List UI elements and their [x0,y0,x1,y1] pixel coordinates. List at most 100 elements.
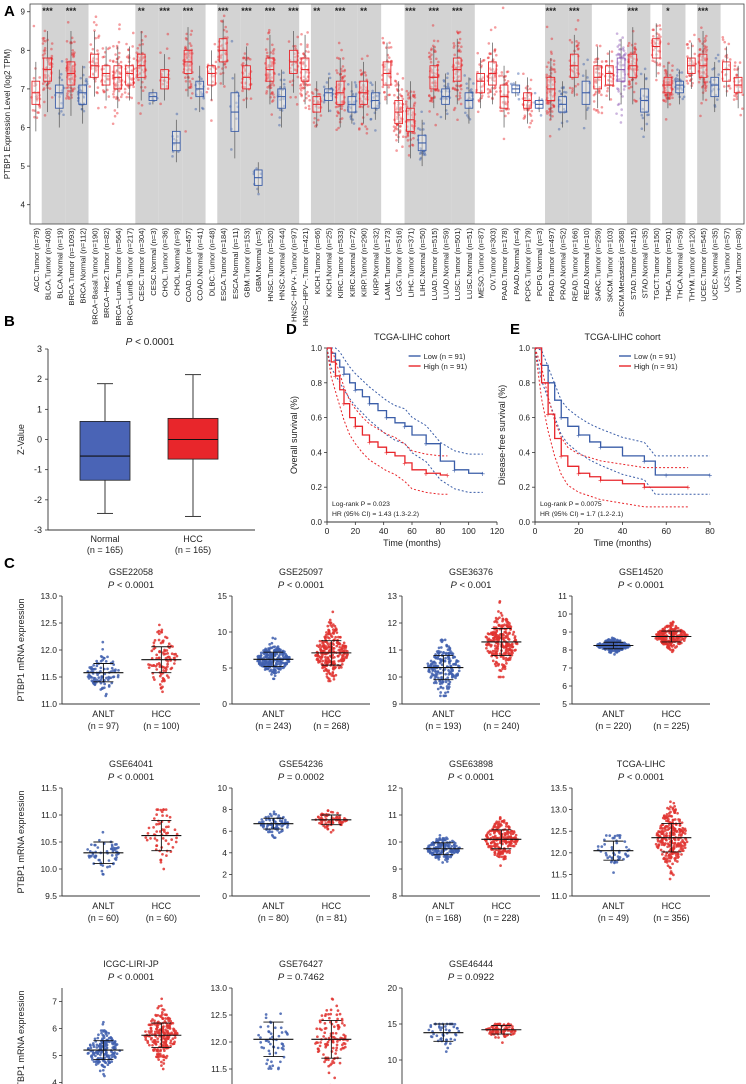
data-point [438,682,442,686]
data-point [270,670,274,674]
data-point [184,80,188,83]
data-point [272,47,276,51]
data-point [444,651,448,655]
data-point [353,81,357,84]
plot-title: GSE25097 [279,567,323,577]
data-point [549,50,553,54]
data-point [346,83,350,86]
data-point [340,666,343,669]
data-point [82,96,86,99]
y-tick-label: -3 [34,525,42,535]
data-point [549,118,552,121]
data-point [48,81,51,85]
data-point [155,813,159,816]
significance-band [287,4,300,224]
data-point [671,64,674,67]
data-point [477,98,481,102]
data-point [640,127,644,131]
data-point [552,59,556,63]
data-point [66,89,70,93]
data-point [264,48,268,51]
data-point [438,657,442,661]
data-point [582,62,586,66]
data-point [273,645,277,649]
data-point [343,68,347,72]
data-point [267,815,270,819]
data-point [141,80,144,84]
x-tick-label: HCC [662,709,682,719]
data-point [434,123,437,127]
data-point [48,63,51,66]
x-tick-sublabel: (n = 100) [143,721,179,731]
data-point [440,638,444,642]
data-point [327,645,331,649]
x-tick-sublabel: (n = 225) [653,721,689,731]
x-tick-label: SKCM.Tumor (n=103) [605,228,614,303]
x-tick-label: ANLT [432,709,455,719]
box [207,65,216,86]
data-point [705,45,708,49]
data-point [294,47,297,51]
data-point [639,72,643,76]
data-point [395,149,398,152]
data-point [328,109,332,113]
x-tick-label: UCEC.Tumor (n=545) [699,228,708,302]
data-point [646,113,649,117]
significance-band [451,4,475,224]
data-point [495,90,498,93]
data-point [70,87,74,91]
data-point [721,38,725,41]
data-point [175,112,179,116]
data-point [157,656,161,660]
data-point [35,99,39,102]
data-point [494,53,498,57]
data-point [112,90,116,93]
data-point [267,31,270,35]
data-point [266,667,270,671]
data-point [211,80,214,84]
data-point [381,36,385,40]
data-point [575,40,578,43]
data-point [50,42,54,45]
data-point [159,858,163,862]
data-point [95,664,99,668]
data-point [428,55,432,58]
data-point [249,97,253,100]
data-point [214,60,218,64]
data-point [118,86,122,90]
data-point [274,820,277,824]
x-tick-label: THCA.Normal (n=59) [676,228,685,300]
data-point [431,100,434,103]
y-tick-label: 11.0 [41,810,57,820]
data-point [453,44,456,47]
data-point [442,651,445,654]
data-point [328,632,332,636]
data-point [336,654,340,658]
data-point [149,92,153,96]
data-point [41,37,45,40]
plot-title: GSE36376 [449,567,493,577]
data-point [293,68,297,72]
data-point [305,57,309,61]
data-point [412,104,416,108]
data-point [331,610,335,614]
data-point [68,89,72,93]
x-tick-label: HCC [152,901,172,911]
plot-title: GSE54236 [279,759,323,769]
data-point [144,836,148,839]
data-point [334,105,338,109]
data-point [210,119,213,122]
data-point [140,103,144,107]
data-point [117,89,121,93]
data-point [308,83,311,87]
data-point [164,839,168,842]
data-point [393,79,397,83]
data-point [247,57,250,60]
data-point [93,843,97,847]
data-point [272,810,276,814]
data-point [670,650,674,654]
data-point [272,649,276,652]
data-point [47,58,51,61]
significance-band [264,4,288,224]
